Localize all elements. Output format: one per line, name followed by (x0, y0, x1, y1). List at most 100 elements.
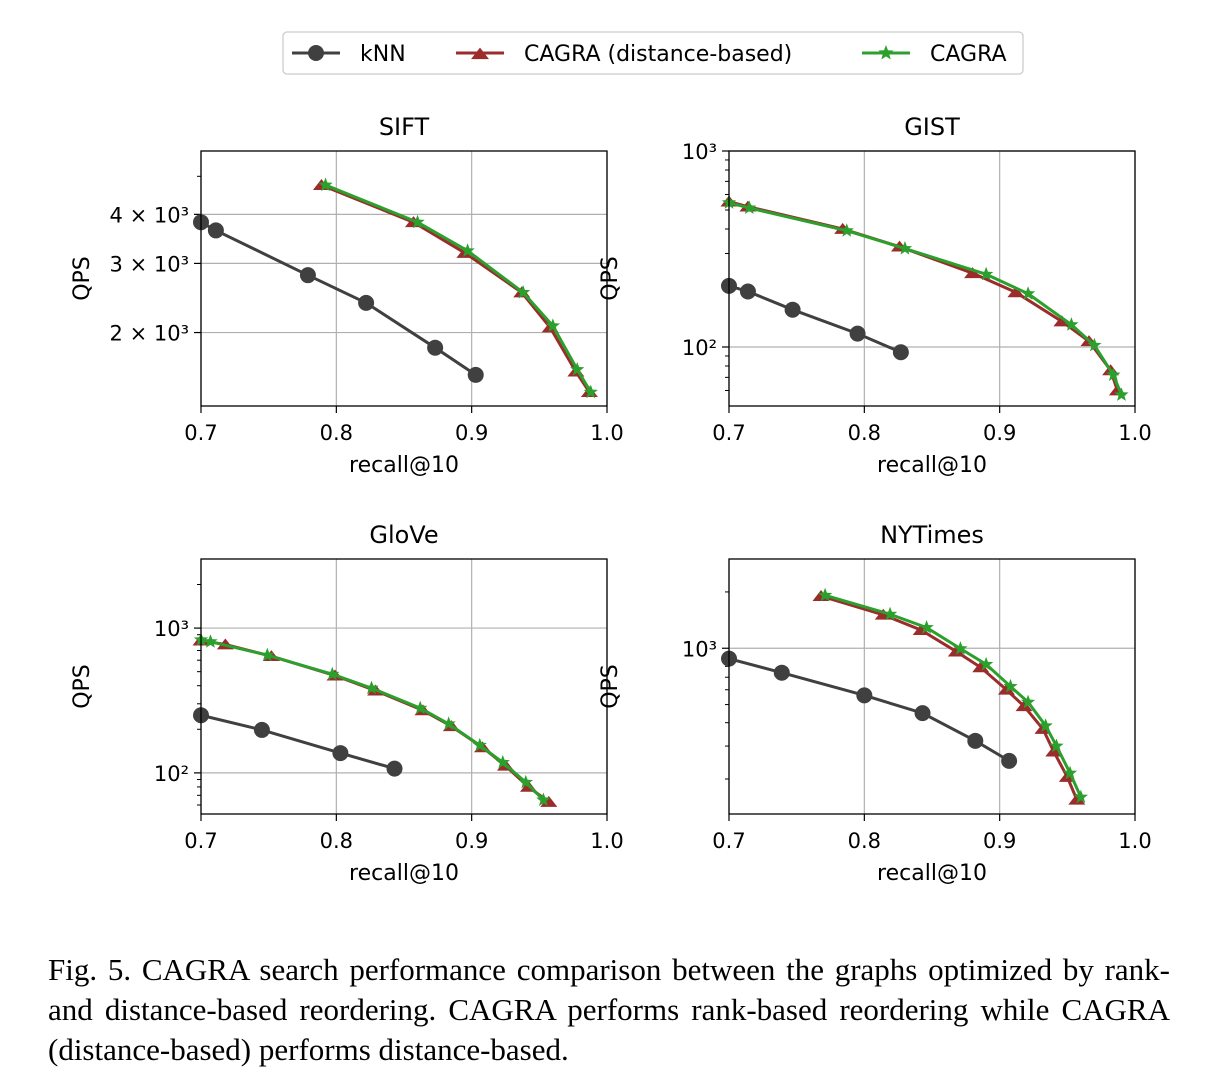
nytimes-point-knn (967, 732, 984, 749)
gist-point-knn (849, 325, 866, 342)
sift-point-knn (207, 222, 224, 239)
legend-box (282, 31, 1024, 75)
gist-xlabel: recall@10 (877, 453, 987, 478)
glove-title: GloVe (369, 521, 438, 549)
nytimes-point-cagra (1049, 738, 1064, 753)
nytimes-point-cagra (817, 587, 833, 602)
nytimes-point-distance (1045, 745, 1063, 757)
sift-series-star (318, 177, 598, 399)
gist-line-circle (728, 284, 902, 354)
glove-ylabel: QPS (70, 664, 95, 709)
nytimes-line-circle (728, 657, 1010, 763)
figure-caption: Fig. 5. CAGRA search performance compari… (48, 952, 1170, 1067)
nytimes-point-cagra (979, 656, 994, 671)
gist-point-knn (892, 344, 909, 361)
sift-series-circle (193, 214, 484, 383)
gist-x-tick-label: 0.7 (712, 421, 745, 445)
glove-x-tick-label: 1.0 (590, 829, 623, 853)
gist-title: GIST (904, 113, 960, 141)
sift-point-knn (467, 366, 484, 383)
gist-axes-frame (728, 150, 1136, 407)
nytimes-point-distance (972, 661, 990, 673)
glove-point-cagra (325, 666, 340, 681)
gist-point-cagra (1114, 387, 1129, 401)
glove-point-cagra (472, 737, 487, 752)
nytimes-x-tick-label: 0.7 (712, 829, 745, 853)
legend-label-cagra: CAGRA (930, 42, 1007, 67)
glove-x-tick-label: 0.7 (184, 829, 217, 853)
sift-x-tick-label: 0.9 (455, 421, 488, 445)
sift-ylabel: QPS (70, 256, 95, 301)
legend-cagra-marker (878, 45, 894, 60)
glove-point-cagra (203, 634, 218, 648)
glove-axes-frame (200, 558, 608, 815)
nytimes-point-knn (773, 664, 790, 681)
glove-x-tick-label: 0.9 (455, 829, 488, 853)
sift-y-tick-label: 3 × 10³ (110, 252, 189, 276)
nytimes-point-knn (856, 687, 873, 704)
gist-ylabel: QPS (598, 256, 623, 301)
glove-point-cagra (518, 774, 533, 789)
sift-title: SIFT (379, 113, 430, 141)
nytimes-point-distance (947, 645, 965, 657)
gist-x-tick-label: 0.8 (848, 421, 881, 445)
sift-x-tick-label: 0.8 (320, 421, 353, 445)
glove-series-triangle (192, 634, 558, 807)
panel-gist: GIST 0.7 0.8 0.9 1.0 10³ 10² recall@10 QPS (598, 113, 1152, 478)
sift-point-cagra (545, 318, 560, 332)
nytimes-point-distance (912, 624, 930, 636)
nytimes-point-cagra (953, 641, 968, 655)
panel-nytimes: NYTimes 0.7 0.8 0.9 1.0 10³ recall@10 QPS (598, 521, 1152, 886)
glove-line-star (200, 638, 545, 802)
gist-series-star (721, 195, 1129, 401)
sift-point-cagra (410, 214, 425, 229)
nytimes-series-star (817, 587, 1088, 804)
glove-x-tick-label: 0.8 (320, 829, 353, 853)
gist-point-distance (964, 267, 982, 279)
legend-distance-marker (471, 47, 489, 60)
sift-point-knn (299, 267, 316, 284)
glove-point-cagra (536, 792, 551, 807)
gist-point-cagra (897, 241, 913, 255)
glove-point-knn (253, 721, 270, 738)
nytimes-ylabel: QPS (598, 664, 623, 709)
glove-point-cagra (364, 680, 379, 695)
sift-point-knn (427, 339, 444, 356)
sift-axes-frame (200, 150, 608, 407)
gist-line-star (728, 201, 1123, 396)
nytimes-y-tick-label: 10³ (682, 637, 717, 661)
glove-xlabel: recall@10 (349, 861, 459, 886)
nytimes-series-circle (721, 650, 1018, 769)
nytimes-title: NYTimes (880, 521, 984, 549)
gist-y-tick-label: 10² (682, 336, 717, 360)
gist-point-cagra (742, 200, 757, 215)
sift-line-star (324, 183, 593, 393)
glove-y-tick-label: 10² (154, 762, 189, 786)
gist-series-triangle (720, 195, 1126, 396)
glove-point-cagra (441, 716, 456, 730)
gist-point-cagra (839, 223, 854, 237)
panel-glove: GloVe 0.7 0.8 0.9 1.0 10³ 10² recall@10 QPS (70, 521, 624, 886)
glove-line-triangle (200, 639, 550, 804)
legend-label-distance: CAGRA (distance-based) (524, 42, 792, 67)
nytimes-point-cagra (882, 606, 898, 621)
sift-point-cagra (570, 362, 585, 376)
nytimes-x-tick-label: 0.9 (983, 829, 1016, 853)
nytimes-point-distance (1068, 793, 1086, 805)
gist-series-circle (721, 277, 909, 361)
sift-point-cagra (515, 284, 531, 299)
nytimes-point-cagra (1073, 789, 1088, 804)
glove-point-knn (332, 745, 349, 762)
nytimes-point-distance (997, 683, 1015, 695)
legend: kNN CAGRA (distance-based) CAGRA (282, 31, 1024, 75)
sift-x-tick-label: 0.7 (184, 421, 217, 445)
gist-point-distance (1007, 286, 1025, 298)
glove-y-tick-label: 10³ (154, 617, 189, 641)
nytimes-point-cagra (1038, 718, 1053, 732)
gist-point-knn (739, 283, 756, 300)
glove-point-distance (540, 795, 558, 807)
gist-point-cagra (1020, 286, 1036, 300)
gist-y-tick-label: 10³ (682, 140, 717, 164)
glove-series-circle (193, 707, 403, 777)
sift-point-cagra (583, 384, 598, 399)
